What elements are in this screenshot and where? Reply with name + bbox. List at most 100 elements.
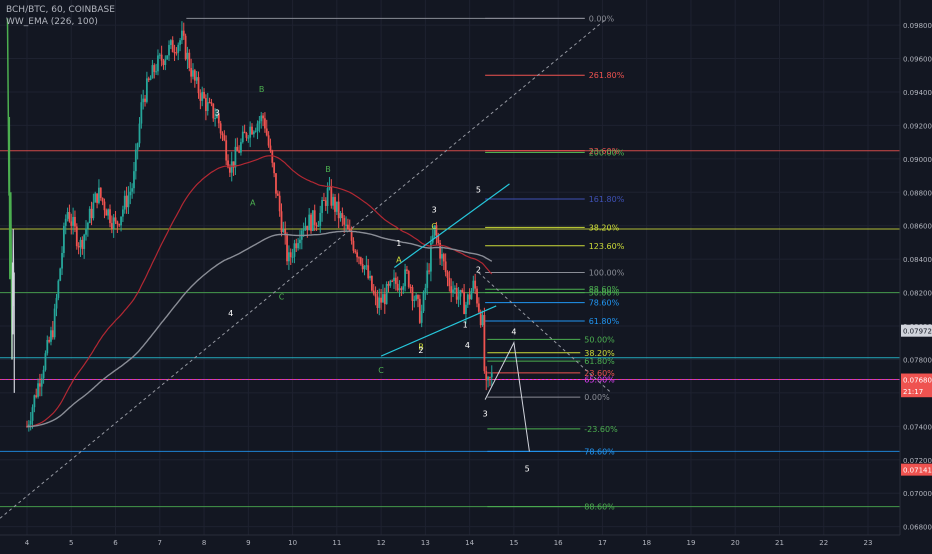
candle-body [363,265,366,270]
candle-body [208,102,211,104]
candle-body [466,294,469,305]
price-axis: 0.068000.070000.072000.074000.076000.078… [901,22,932,532]
y-tick-label: 0.09800 [903,22,932,30]
candle-body [256,123,259,131]
candle-body [289,252,292,258]
fib-level-label: 123.60% [589,242,625,251]
wave-label: A [250,199,256,208]
candle-body [79,239,82,248]
wave-label: B [325,165,331,174]
candle-body [439,242,442,259]
candle-body [430,242,432,272]
candle-body [228,167,231,173]
wave-label: B [259,85,265,94]
candle-body [435,225,438,236]
candle-body [463,291,465,315]
candle-body [77,246,80,248]
candle-body [324,200,327,206]
candle-body [179,40,181,45]
candle-body [404,269,406,287]
candle-body [284,229,287,236]
candle-body [204,98,207,111]
candle-body [383,294,386,305]
candle-body [74,216,76,227]
candle-body [27,424,30,427]
candle-body [437,235,440,243]
candle-body [470,290,473,300]
fib-levels-upper: 0.00%261.80%23.60%200.00%161.80%38.20%12… [186,14,625,326]
candle-body [319,212,322,226]
grid-lines [0,0,900,535]
candle-body [44,353,47,370]
ema-fast-line [27,155,493,428]
candle-body [400,288,403,290]
time-axis: 4 5 6 7 8 9 10 11 12 13 14 15 16 17 18 19 20 21 22 23 [25,539,873,547]
fib-level-label: 65.00% [584,376,615,385]
candle-body [308,214,311,231]
candle-body [461,290,464,292]
candle-body [396,283,399,291]
candle-body [240,142,242,153]
candle-body [483,315,486,372]
candle-body [252,131,255,135]
candle-body [103,201,106,211]
candle-body [406,269,408,272]
candle-body [453,287,456,290]
fib-level-label: 0.00% [584,393,610,402]
fib-level-label: 88.60% [589,285,620,294]
y-tick-label: 0.07400 [903,423,932,431]
candle-body [389,280,392,286]
indicator-legend[interactable]: WW_EMA (226, 100) [6,17,98,27]
candle-body [385,284,388,305]
y-tick-label: 0.07200 [903,457,932,465]
candle-body [420,311,423,323]
wave-label: C [279,292,285,301]
fib-level-label: 38.20% [589,223,620,232]
candle-body [227,160,229,168]
candle-body [133,171,135,189]
candle-body [112,217,115,229]
candle-body [315,224,318,227]
candle-body [75,226,78,247]
candle-body [181,30,183,41]
candle-body [446,272,449,278]
candle-body [144,98,146,102]
x-tick-label: 22 [819,539,828,547]
candle-body [131,188,134,192]
candle-body [70,221,73,226]
wave-label: 3 [483,409,488,418]
y-tick-label: 0.06800 [903,524,932,532]
candle-body [455,287,458,300]
candle-body [48,339,51,342]
candle-body [31,407,34,421]
candle-body [247,137,250,139]
wave-label: 4 [511,327,516,336]
fib-level-label: -23.60% [584,425,618,434]
candle-body [212,103,215,119]
candle-body [448,277,451,287]
candle-body [424,287,427,292]
candle-body [101,197,104,202]
candle-body [249,126,252,138]
candle-body [267,135,270,146]
y-tick-label: 0.09200 [903,122,932,130]
candle-body [280,211,283,233]
wave-label: 3 [215,108,220,117]
candle-body [380,297,383,303]
candle-body [51,330,54,338]
candle-body [361,264,364,270]
candle-body [304,225,307,230]
x-tick-label: 20 [731,539,740,547]
candle-body [269,145,272,151]
candle-body [197,77,200,94]
candle-body [347,224,349,230]
candle-body [323,199,325,201]
price-marker-label: 21:17 [903,388,923,396]
y-tick-label: 0.09600 [903,56,932,64]
wave-label: 1 [463,321,468,330]
candle-body [175,52,178,54]
wave-label: 4 [228,309,233,318]
